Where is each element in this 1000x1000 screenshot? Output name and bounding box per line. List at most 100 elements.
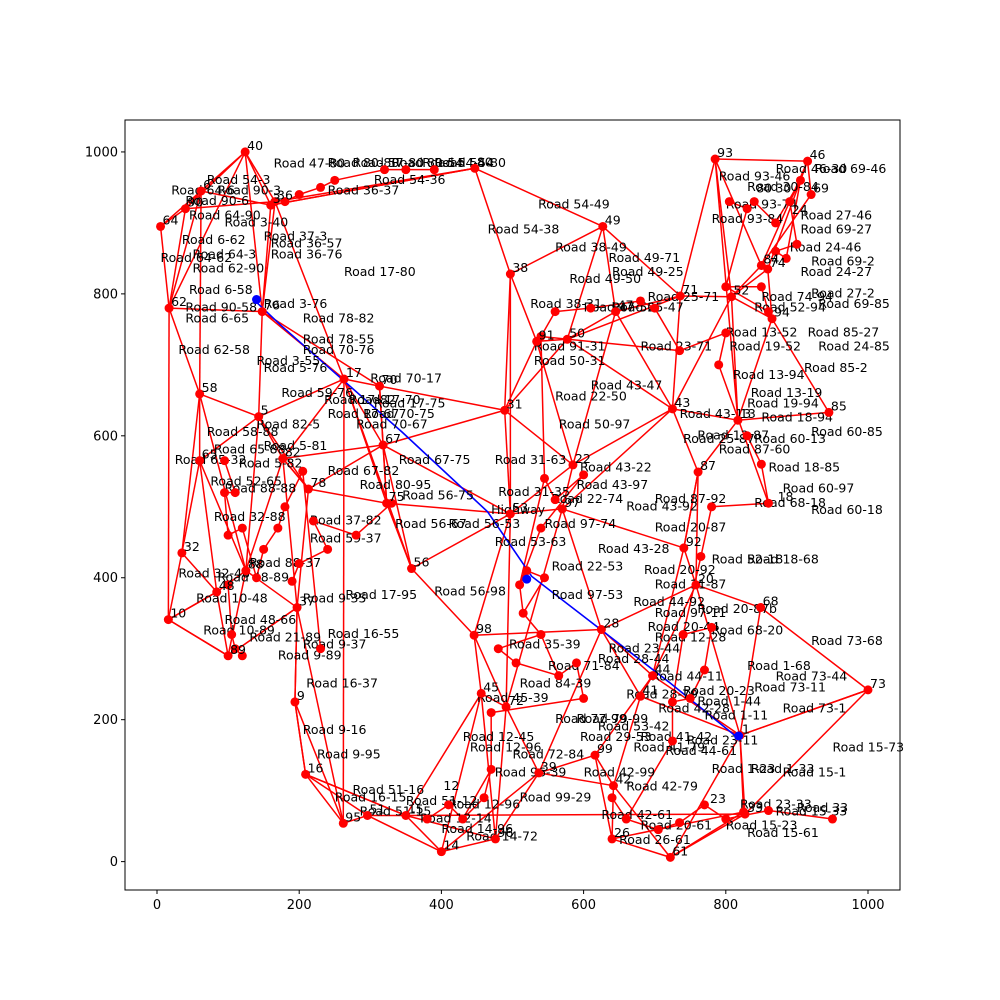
node-marker	[163, 615, 173, 625]
road-label: Road 17-70	[349, 392, 421, 407]
node-marker	[290, 697, 300, 707]
road-label: Road 49-71	[608, 250, 680, 265]
node-label: 33	[747, 800, 763, 815]
road-segment	[566, 338, 673, 410]
road-segment	[503, 341, 538, 411]
junction-marker	[685, 693, 695, 703]
y-tick-label: 800	[93, 287, 118, 302]
road-segment	[441, 838, 496, 853]
road-label: Road 43-13	[680, 406, 752, 421]
road-segment	[294, 701, 344, 824]
road-label: Road 5-81	[264, 438, 328, 453]
road-segment	[302, 471, 322, 649]
node-label: 58	[202, 380, 218, 395]
road-segment	[689, 669, 706, 699]
road-label: Road 70-75	[363, 406, 435, 421]
road-label: Road 67-82	[328, 463, 400, 478]
road-segment	[379, 385, 505, 411]
y-tick-label: 400	[93, 571, 118, 586]
road-segment	[671, 296, 733, 410]
junction-marker	[308, 516, 318, 526]
road-segment	[731, 296, 773, 320]
x-tick-label: 1000	[851, 898, 884, 913]
node-marker	[596, 625, 606, 635]
road-label: Road 3-76	[264, 296, 328, 311]
node-marker	[667, 404, 677, 414]
node-label: 41	[642, 682, 658, 697]
road-segment	[679, 332, 727, 352]
road-segment	[768, 809, 833, 820]
road-segment	[167, 591, 218, 621]
node-label: 6	[203, 177, 211, 192]
road-segment	[505, 508, 563, 708]
node-label: 52	[733, 283, 749, 298]
road-segment	[682, 626, 712, 636]
node-label: 70	[382, 372, 398, 387]
road-label: Road 1-33	[751, 761, 815, 776]
road-segment	[572, 408, 673, 466]
road-segment	[160, 190, 202, 228]
road-label: Road 90-6	[185, 193, 249, 208]
junction-marker	[721, 282, 731, 292]
road-label: Road 11-87	[655, 576, 727, 591]
road-segment	[199, 416, 260, 462]
road-label: Road 1-68	[747, 658, 811, 673]
road-segment	[160, 208, 186, 228]
road-label: Road 73-68	[811, 633, 883, 648]
road-segment	[382, 444, 511, 515]
junction-marker	[422, 814, 432, 824]
node-marker	[500, 405, 510, 415]
node-label: 13	[740, 406, 756, 421]
road-segment	[651, 584, 697, 677]
road-segment	[697, 419, 739, 473]
road-label: Road 1-11	[704, 708, 768, 723]
node-label: 17	[346, 365, 362, 380]
junction-marker	[280, 502, 290, 512]
road-segment	[473, 513, 512, 636]
junction-marker	[223, 530, 233, 540]
junction-marker	[536, 523, 546, 533]
node-marker	[562, 334, 572, 344]
road-segment	[554, 474, 585, 501]
node-label: 44	[655, 662, 671, 677]
road-label: Road 22-50	[555, 388, 627, 403]
road-label: Road 87-92	[655, 491, 727, 506]
node-label: 1	[742, 721, 750, 736]
roads-layer	[159, 151, 869, 859]
node-label: 69	[813, 181, 829, 196]
road-label: Road 70-76	[303, 342, 375, 357]
node-label: 5	[261, 403, 269, 418]
road-label: Road 16-15	[335, 789, 407, 804]
road-segment	[215, 591, 229, 656]
junction-marker	[707, 622, 717, 632]
road-segment	[167, 308, 170, 620]
junction-marker	[554, 671, 564, 681]
road-segment	[535, 341, 574, 466]
road-segment	[538, 629, 603, 774]
road-label: Road 97-74	[544, 516, 616, 531]
node-marker	[270, 197, 280, 207]
road-segment	[169, 307, 263, 313]
road-label: Road 17-95	[345, 587, 417, 602]
road-label: Road 54-36	[374, 172, 446, 187]
road-segment	[313, 520, 357, 536]
road-segment	[626, 818, 659, 831]
node-label: 37	[299, 594, 315, 609]
road-label: Road 22-74	[552, 491, 624, 506]
road-segment	[700, 506, 713, 557]
node-marker	[196, 186, 206, 196]
node-marker	[469, 630, 479, 640]
node-marker	[339, 374, 349, 384]
road-label: Road 91-31	[534, 339, 606, 354]
road-segment	[602, 225, 681, 297]
junction-marker	[699, 800, 709, 810]
junction-marker	[586, 303, 596, 313]
road-label: Road 3-55	[257, 353, 321, 368]
road-segment	[168, 208, 187, 309]
node-label: 94	[774, 305, 790, 320]
road-segment	[714, 158, 763, 266]
road-segment	[509, 273, 538, 342]
road-segment	[703, 627, 713, 671]
node-marker	[635, 691, 645, 701]
junction-marker	[294, 190, 304, 200]
